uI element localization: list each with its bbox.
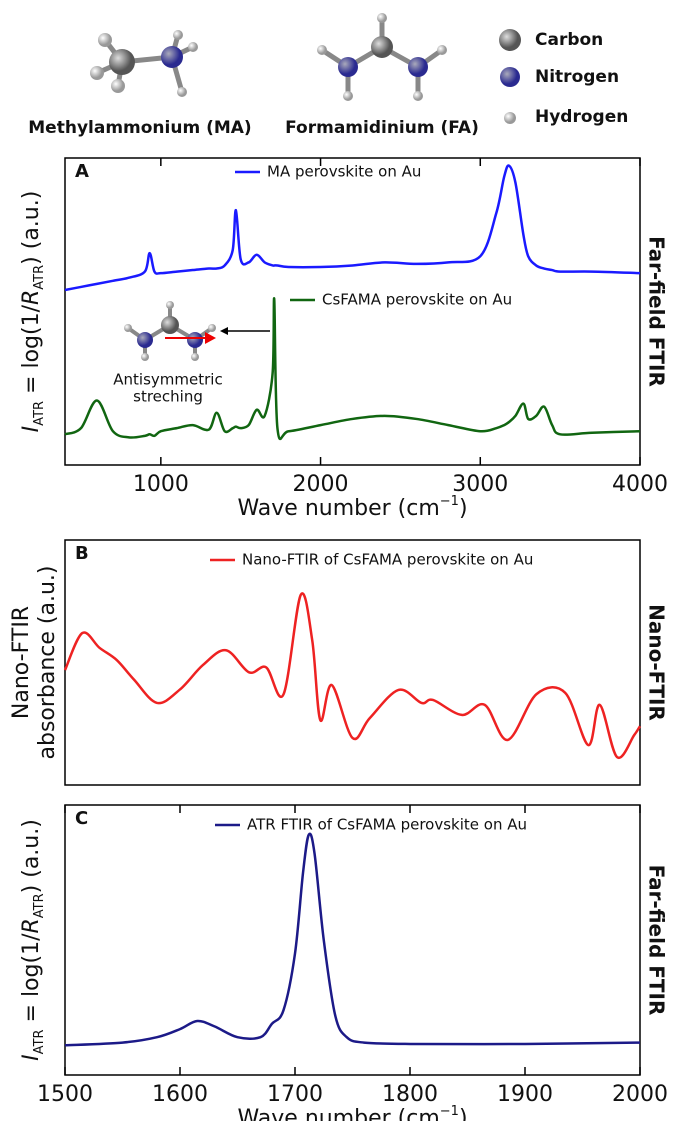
y-axis-label-part: = log(1/ [19,933,44,1030]
x-tick-label: 1000 [133,472,189,497]
y-axis-label: Nano-FTIR [9,606,34,719]
legend-label: MA perovskite on Au [267,163,421,181]
x-tick-label: 2000 [293,472,349,497]
atom-carbon [499,29,521,51]
atom-label: Hydrogen [535,107,628,127]
y-axis-label-part: I [19,1054,44,1061]
side-label: Far-field FTIR [645,865,669,1016]
plot-frame [64,804,641,1076]
y-axis-label: IATR = log(1/RATR) (a.u.) [19,191,47,433]
y-axis-label-part: ) (a.u.) [19,191,44,265]
x-tick-label: 2000 [612,1082,668,1107]
plot-frame [64,539,641,786]
x-axis-label-part: Wave number (cm [237,1106,439,1121]
x-axis-label-part: −1 [440,1104,459,1119]
y-axis-label-part: ATR [32,893,47,918]
y-axis-label-part: R [19,918,44,933]
spectrum-line [64,297,641,441]
legend-label: Nano-FTIR of CsFAMA perovskite on Au [242,551,533,569]
panel-label: B [75,543,89,564]
legend-label: ATR FTIR of CsFAMA perovskite on Au [247,816,527,834]
panel-label: A [75,161,89,182]
x-tick-label: 1600 [152,1082,208,1107]
atom-label: Nitrogen [535,67,619,87]
x-tick-label: 3000 [452,472,508,497]
x-tick-label: 1900 [497,1082,553,1107]
x-axis-label-part: ) [459,1106,468,1121]
atom-label: Carbon [535,30,603,50]
molecule-ma [90,30,198,97]
molecule-label: Formamidinium (FA) [285,118,479,138]
panel-label: C [75,808,88,829]
x-tick-label: 1700 [267,1082,323,1107]
x-axis-label: Wave number (cm−1) [237,1104,467,1121]
plot-frame [64,157,641,466]
inset-molecule [124,301,270,361]
y-axis-label-part: = log(1/ [19,304,44,401]
y-axis-label-part: ATR [32,401,47,426]
y-axis-label: IATR = log(1/RATR) (a.u.) [19,819,47,1061]
atom-nitrogen [500,67,520,87]
x-axis-label: Wave number (cm−1) [237,494,467,521]
y-axis-label-part: I [19,426,44,433]
spectrum-line [63,592,642,760]
y-axis-label-part: R [19,290,44,305]
x-tick-label: 1800 [382,1082,438,1107]
spectrum-line [64,832,641,1047]
annotation: streching [133,388,203,406]
x-axis-label-part: Wave number (cm [237,496,439,521]
legend-label: CsFAMA perovskite on Au [322,291,512,309]
side-label: Far-field FTIR [645,236,669,387]
x-tick-label: 1500 [37,1082,93,1107]
y-axis-label-part: ATR [32,1029,47,1054]
x-axis-label-part: −1 [440,494,459,509]
annotation: Antisymmetric [113,371,222,389]
y-axis-label: absorbance (a.u.) [35,565,60,759]
x-axis-label-part: ) [459,496,468,521]
spectrum-line [64,164,641,292]
molecule-fa [317,13,447,101]
atom-hydrogen [504,112,516,124]
side-label: Nano-FTIR [645,604,669,721]
molecule-label: Methylammonium (MA) [28,118,251,138]
y-axis-label-part: ) (a.u.) [19,819,44,893]
y-axis-label-part: ATR [32,265,47,290]
x-tick-label: 4000 [612,472,668,497]
